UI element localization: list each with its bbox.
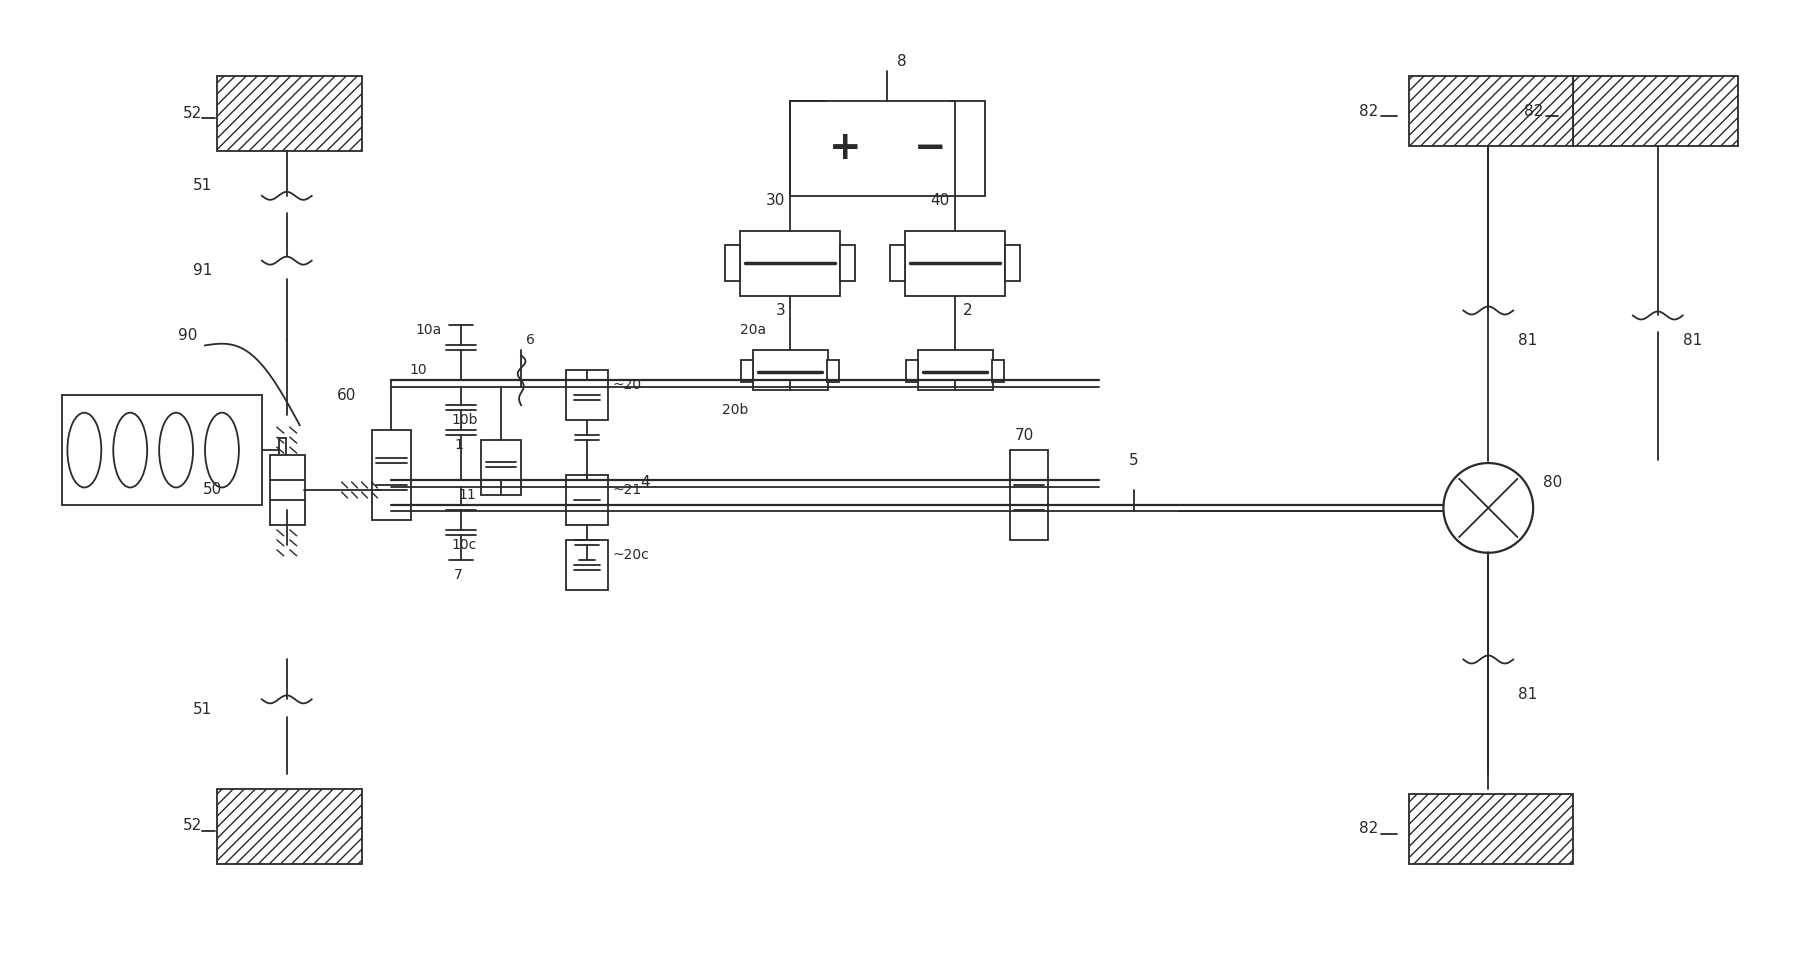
- Text: ~20c: ~20c: [612, 548, 650, 562]
- Bar: [565, 540, 609, 590]
- Text: 10: 10: [409, 363, 427, 377]
- Bar: [741, 361, 754, 383]
- Bar: [917, 350, 993, 390]
- Text: 30: 30: [765, 194, 784, 208]
- Text: 81: 81: [1519, 333, 1538, 348]
- Bar: [278, 438, 285, 462]
- Text: ~20: ~20: [612, 378, 643, 392]
- Text: 6: 6: [526, 334, 535, 347]
- Text: 11: 11: [458, 488, 476, 502]
- Bar: [1005, 245, 1020, 281]
- Text: −: −: [914, 129, 946, 167]
- Text: 82: 82: [1359, 822, 1379, 836]
- Bar: [991, 361, 1003, 383]
- Text: 50: 50: [203, 482, 223, 498]
- Bar: [840, 245, 854, 281]
- Text: ~21: ~21: [612, 483, 643, 497]
- Text: 52: 52: [183, 105, 203, 121]
- Bar: [217, 76, 361, 151]
- Text: 81: 81: [1519, 687, 1538, 702]
- Text: +: +: [829, 129, 862, 167]
- Bar: [827, 361, 840, 383]
- Text: 20a: 20a: [741, 323, 766, 338]
- Text: 1: 1: [454, 438, 463, 452]
- Text: 52: 52: [183, 818, 203, 833]
- Bar: [890, 245, 905, 281]
- Circle shape: [1443, 463, 1533, 552]
- Bar: [565, 370, 609, 420]
- Bar: [63, 395, 262, 505]
- Text: 82: 82: [1359, 104, 1379, 119]
- Bar: [725, 245, 741, 281]
- Bar: [217, 789, 361, 864]
- Text: 70: 70: [1014, 428, 1034, 443]
- Ellipse shape: [160, 412, 194, 487]
- Bar: [1009, 450, 1048, 540]
- Text: 8: 8: [898, 54, 906, 69]
- Bar: [565, 475, 609, 525]
- Text: 7: 7: [454, 568, 463, 582]
- Text: 51: 51: [192, 178, 212, 194]
- Text: 3: 3: [775, 303, 786, 318]
- Bar: [1409, 794, 1572, 864]
- Text: 4: 4: [641, 476, 650, 490]
- Text: 10b: 10b: [451, 413, 477, 427]
- Text: 80: 80: [1544, 476, 1562, 490]
- Bar: [481, 440, 521, 495]
- Text: 51: 51: [192, 702, 212, 716]
- Bar: [905, 231, 1005, 295]
- Text: 91: 91: [192, 263, 212, 278]
- Text: 82: 82: [1524, 104, 1544, 119]
- Text: 90: 90: [178, 328, 197, 343]
- Ellipse shape: [113, 412, 147, 487]
- Bar: [790, 101, 985, 196]
- Text: 2: 2: [962, 303, 973, 318]
- Ellipse shape: [68, 412, 101, 487]
- Text: 81: 81: [1682, 333, 1702, 348]
- Text: 40: 40: [930, 194, 950, 208]
- Bar: [741, 231, 840, 295]
- Bar: [906, 361, 917, 383]
- Text: 10c: 10c: [451, 538, 476, 551]
- Bar: [1572, 76, 1738, 146]
- Bar: [372, 431, 411, 520]
- Text: 5: 5: [1129, 453, 1140, 468]
- Text: 10a: 10a: [415, 323, 442, 338]
- Ellipse shape: [205, 412, 239, 487]
- Text: 60: 60: [337, 387, 357, 403]
- Bar: [269, 456, 305, 525]
- Bar: [1409, 76, 1572, 146]
- Text: 20b: 20b: [722, 403, 749, 417]
- Bar: [754, 350, 827, 390]
